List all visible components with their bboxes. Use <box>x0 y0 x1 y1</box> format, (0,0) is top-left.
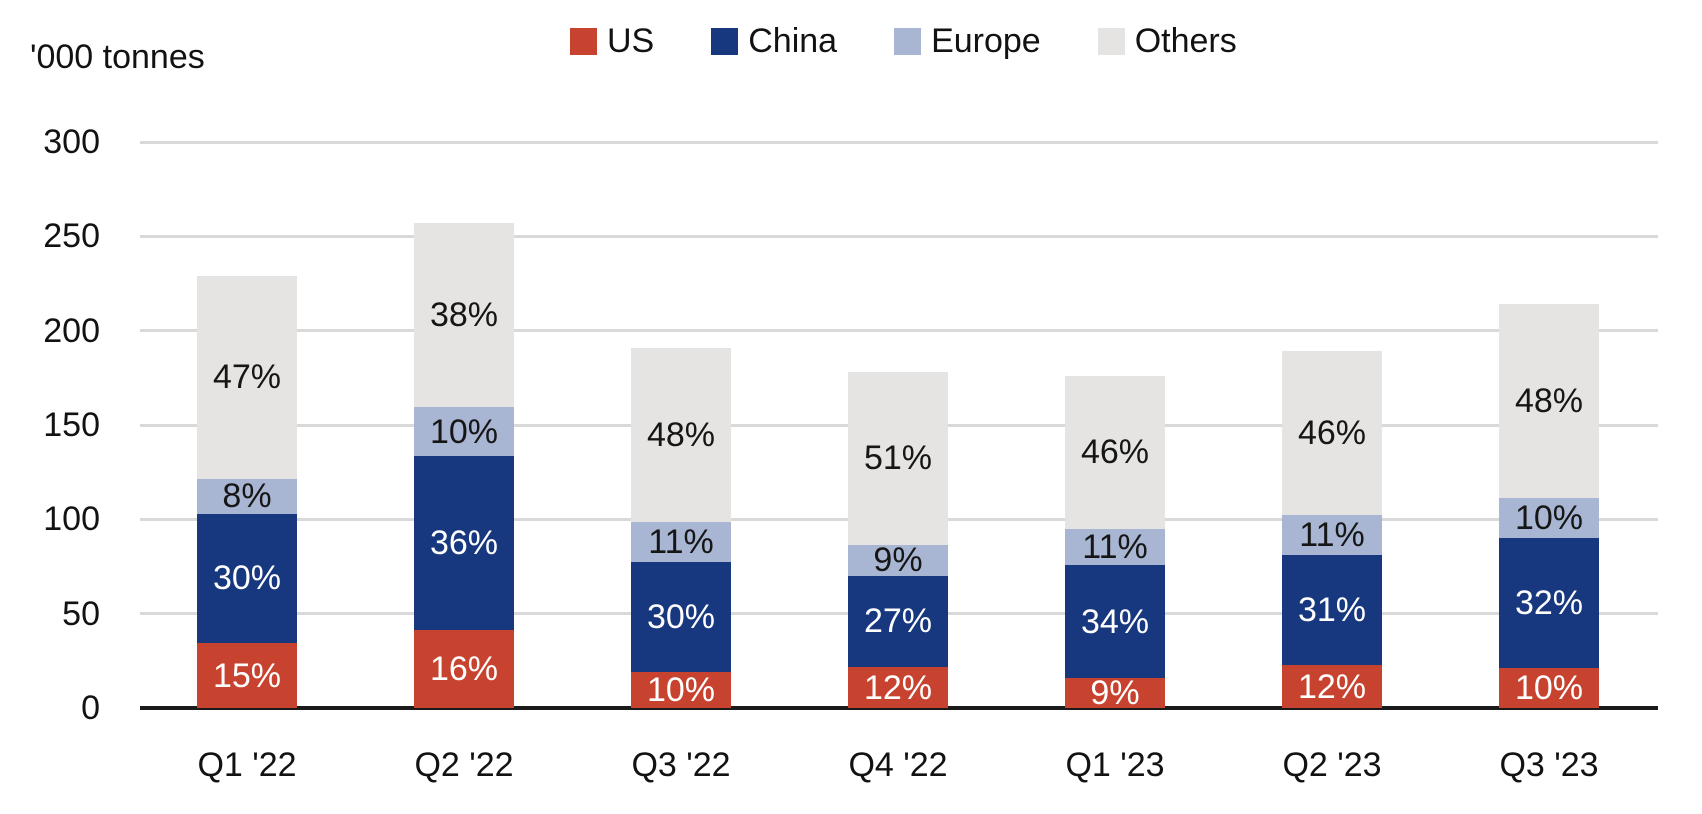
bar-segment-china-q2-23: 31% <box>1282 554 1382 666</box>
bar-segment-others-q4-22: 51% <box>848 371 948 545</box>
bar-segment-china-q1-23: 34% <box>1065 565 1165 679</box>
bar-segment-europe-q1-22: 8% <box>197 479 297 514</box>
segment-value-label: 11% <box>1299 516 1365 555</box>
bar-segment-us-q2-22: 16% <box>414 630 514 708</box>
bar-segment-china-q3-22: 30% <box>631 562 731 672</box>
bar-segment-others-q3-22: 48% <box>631 347 731 523</box>
segment-value-label: 10% <box>646 670 716 709</box>
segment-value-label: 32% <box>1514 584 1584 623</box>
segment-value-label: 16% <box>429 650 499 689</box>
gridline <box>140 329 1658 333</box>
bar-segment-us-q1-23: 9% <box>1065 674 1165 713</box>
segment-value-label: 30% <box>212 559 282 598</box>
y-tick-label: 250 <box>43 217 100 256</box>
bar-segment-europe-q4-22: 9% <box>848 541 948 580</box>
segment-value-label: 10% <box>1514 668 1584 707</box>
gridline <box>140 140 1658 144</box>
bar-segment-china-q4-22: 27% <box>848 575 948 668</box>
x-tick-label: Q4 '22 <box>848 746 948 784</box>
legend-swatch-europe <box>894 28 922 55</box>
bar-segment-us-q2-23: 12% <box>1282 665 1382 708</box>
segment-value-label: 36% <box>429 524 499 563</box>
bar-segment-europe-q2-22: 10% <box>414 407 514 456</box>
y-tick-label: 300 <box>43 123 100 161</box>
segment-value-label: 11% <box>648 523 714 562</box>
bar-segment-us-q4-22: 12% <box>848 667 948 708</box>
x-tick-label: Q1 '22 <box>197 746 297 784</box>
legend-label: China <box>748 22 838 60</box>
y-axis-unit-label: '000 tonnes <box>30 38 205 76</box>
bar-segment-us-q1-22: 15% <box>197 643 297 708</box>
legend-label: US <box>607 22 655 60</box>
bar-segment-others-q1-22: 47% <box>197 275 297 479</box>
segment-value-label: 8% <box>222 477 272 516</box>
bar-segment-europe-q2-23: 11% <box>1282 515 1382 555</box>
segment-value-label: 30% <box>646 597 716 636</box>
legend-item-china: China <box>711 22 837 61</box>
x-tick-label: Q1 '23 <box>1065 746 1165 784</box>
legend-swatch-others <box>1097 28 1125 55</box>
y-tick-label: 200 <box>43 311 100 350</box>
segment-value-label: 12% <box>1297 667 1367 706</box>
bar-segment-others-q3-23: 48% <box>1499 304 1599 499</box>
bar-segment-china-q2-22: 36% <box>414 455 514 631</box>
segment-value-label: 9% <box>1090 674 1140 713</box>
segment-value-label: 34% <box>1080 602 1150 641</box>
x-axis-line <box>140 706 1658 710</box>
y-tick-label: 0 <box>81 689 100 727</box>
bar-segment-others-q2-23: 46% <box>1282 351 1382 516</box>
bar-segment-others-q1-23: 46% <box>1065 375 1165 529</box>
bar-segment-china-q1-22: 30% <box>197 513 297 644</box>
y-tick-label: 150 <box>43 406 100 444</box>
legend-label: Europe <box>931 22 1041 60</box>
segment-value-label: 48% <box>646 415 716 454</box>
legend-label: Others <box>1134 22 1237 60</box>
bar-segment-europe-q1-23: 11% <box>1065 527 1165 566</box>
legend-swatch-china <box>711 28 739 55</box>
legend-item-europe: Europe <box>894 22 1041 61</box>
segment-value-label: 9% <box>873 541 923 580</box>
bar-segment-us-q3-22: 10% <box>631 670 731 709</box>
segment-value-label: 31% <box>1297 590 1367 629</box>
y-tick-label: 100 <box>43 500 100 539</box>
segment-value-label: 38% <box>429 296 499 335</box>
legend-item-others: Others <box>1097 22 1237 61</box>
segment-value-label: 12% <box>863 668 933 707</box>
segment-value-label: 48% <box>1514 382 1584 421</box>
y-tick-label: 50 <box>62 594 100 633</box>
x-tick-label: Q3 '22 <box>631 746 731 784</box>
legend-swatch-us <box>570 28 597 55</box>
x-tick-label: Q2 '23 <box>1282 746 1382 784</box>
bar-segment-europe-q3-23: 10% <box>1499 498 1599 539</box>
legend-item-us: US <box>570 22 654 61</box>
segment-value-label: 46% <box>1297 414 1367 453</box>
segment-value-label: 46% <box>1080 433 1150 472</box>
segment-value-label: 51% <box>863 439 933 478</box>
x-tick-label: Q3 '23 <box>1499 746 1599 784</box>
segment-value-label: 11% <box>1082 527 1148 566</box>
segment-value-label: 15% <box>212 656 282 695</box>
legend: US China Europe Others <box>570 22 1294 61</box>
bar-segment-china-q3-23: 32% <box>1499 538 1599 668</box>
segment-value-label: 10% <box>429 412 499 451</box>
bar-segment-us-q3-23: 10% <box>1499 667 1599 708</box>
bar-segment-europe-q3-22: 11% <box>631 522 731 563</box>
segment-value-label: 47% <box>212 358 282 397</box>
segment-value-label: 27% <box>863 602 933 641</box>
x-tick-label: Q2 '22 <box>414 746 514 784</box>
segment-value-label: 10% <box>1514 499 1584 538</box>
bar-segment-others-q2-22: 38% <box>414 223 514 408</box>
gridline <box>140 234 1658 238</box>
